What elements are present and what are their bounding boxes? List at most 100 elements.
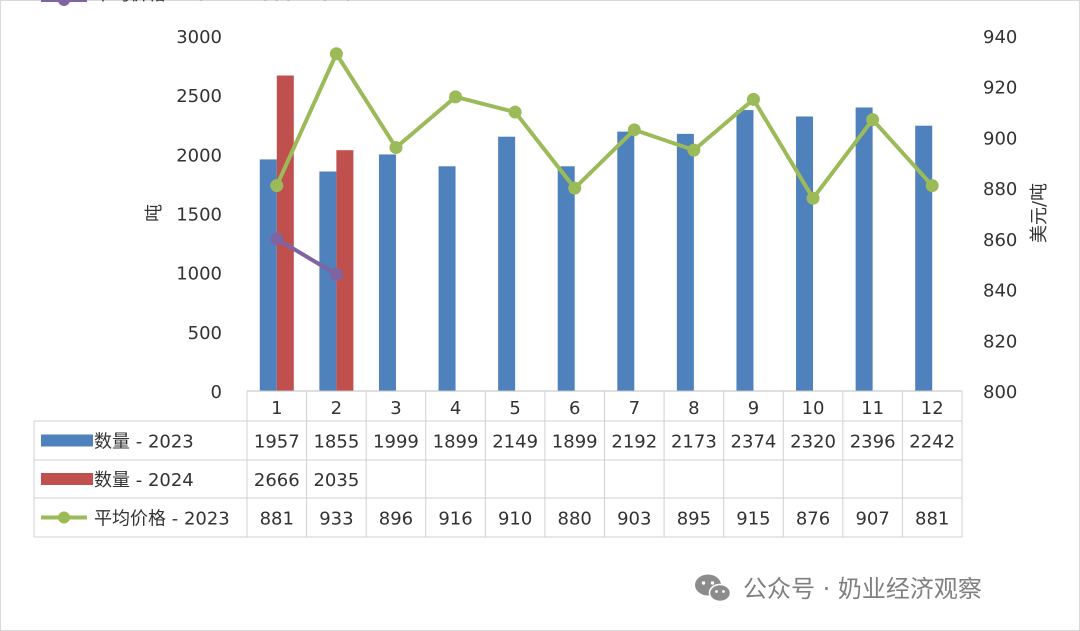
y-axis-left-label: 吨: [144, 204, 165, 222]
line-point-3: [746, 92, 760, 106]
data-label: 910: [498, 509, 532, 530]
line-point-3: [389, 141, 403, 155]
line-series-3: [274, 51, 934, 201]
x-tick-label: 12: [921, 398, 944, 419]
y-right-tick-label: 880: [983, 179, 1017, 200]
x-tick-label: 2: [331, 398, 342, 419]
data-label: 915: [736, 509, 770, 530]
y-left-tick-label: 2500: [176, 86, 222, 107]
data-label: 907: [855, 509, 889, 530]
watermark: 公众号 · 奶业经济观察: [695, 574, 982, 603]
line-point-4: [270, 232, 284, 246]
bar-1: [498, 136, 516, 391]
line-point-3: [866, 113, 880, 127]
line-series-4: [275, 237, 338, 277]
bar-1: [319, 171, 337, 391]
x-tick-label: 5: [509, 398, 520, 419]
data-label: 881: [260, 509, 294, 530]
legend-key-marker-3: [58, 511, 70, 524]
data-label: 876: [796, 509, 830, 530]
y-left-tick-label: 1000: [176, 264, 222, 285]
data-label: 896: [379, 509, 413, 530]
data-label: 933: [319, 509, 353, 530]
legend-label: 平均价格 - 2024: [94, 0, 230, 5]
bar-1: [438, 166, 456, 391]
line-point-3: [329, 47, 343, 61]
bar-1: [259, 159, 277, 391]
y-left-tick-label: 500: [188, 323, 222, 344]
y-right-tick-label: 920: [983, 78, 1017, 99]
data-label: 880: [558, 509, 592, 530]
y-left-tick-label: 1500: [176, 205, 222, 226]
bar-1: [736, 110, 754, 392]
y-axis-right-label: 美元/吨: [1029, 183, 1050, 243]
line-point-4: [329, 267, 343, 281]
data-label: 916: [438, 509, 472, 530]
bar-1: [855, 107, 873, 392]
y-right-tick-label: 820: [983, 331, 1017, 352]
line-point-3: [270, 179, 284, 193]
data-label: 2035: [313, 470, 359, 491]
legend-key-1: [41, 434, 93, 447]
data-label: 903: [617, 509, 651, 530]
bar-1: [676, 133, 694, 391]
data-label: 2666: [254, 470, 300, 491]
y-right-tick-label: 840: [983, 281, 1017, 302]
x-tick-label: 3: [390, 398, 401, 419]
legend-label: 数量 - 2023: [94, 432, 194, 453]
data-label: 2396: [850, 432, 896, 453]
legend-key-2: [41, 473, 93, 485]
x-tick-label: 7: [629, 398, 640, 419]
line-point-3: [806, 191, 820, 205]
legend-label: 数量 - 2024: [94, 470, 194, 491]
line-point-3: [449, 90, 463, 104]
y-left-tick-label: 2000: [176, 145, 222, 166]
wechat-icon: [695, 574, 732, 603]
data-label: 895: [677, 509, 711, 530]
x-tick-label: 8: [688, 398, 699, 419]
line-point-3: [925, 179, 939, 193]
data-label: 2242: [909, 432, 955, 453]
bar-1: [617, 131, 635, 391]
y-left-tick-label: 0: [211, 382, 222, 403]
data-label: 2192: [611, 432, 657, 453]
data-label: 1855: [313, 432, 359, 453]
y-right-tick-label: 940: [983, 27, 1017, 48]
data-label: 1999: [373, 432, 419, 453]
line-point-3: [568, 181, 582, 195]
data-label: 1899: [552, 432, 598, 453]
bar-1: [557, 166, 575, 391]
data-label: 2173: [671, 432, 717, 453]
bar-1: [796, 116, 814, 391]
watermark-text: 公众号 · 奶业经济观察: [743, 575, 982, 603]
data-label: 2374: [731, 432, 777, 453]
y-right-tick-label: 860: [983, 230, 1017, 251]
x-tick-label: 10: [802, 398, 825, 419]
legend-label: 平均价格 - 2023: [94, 509, 230, 530]
data-label: 881: [915, 509, 949, 530]
data-label: 1899: [433, 432, 479, 453]
axes-layer: 0 500 1000 1500 2000 2500 3000 800 820 840 860 880 9…: [176, 27, 1017, 403]
data-label: 2320: [790, 432, 836, 453]
data-label: 846: [319, 0, 353, 5]
x-tick-label: 1: [271, 398, 282, 419]
bars-layer: [259, 75, 933, 392]
line-point-3: [508, 105, 522, 119]
data-label: 1957: [254, 432, 300, 453]
data-label: 860: [260, 0, 294, 5]
line-point-3: [627, 123, 641, 137]
lines-layer: [270, 47, 939, 281]
x-tick-label: 6: [569, 398, 580, 419]
data-label: 2149: [492, 432, 538, 453]
bar-2: [336, 150, 354, 391]
legend-key-marker-4: [58, 0, 70, 6]
y-right-tick-label: 900: [983, 128, 1017, 149]
y-right-tick-label: 800: [983, 382, 1017, 403]
x-tick-label: 4: [450, 398, 461, 419]
bar-1: [915, 125, 933, 392]
x-tick-label: 9: [748, 398, 759, 419]
